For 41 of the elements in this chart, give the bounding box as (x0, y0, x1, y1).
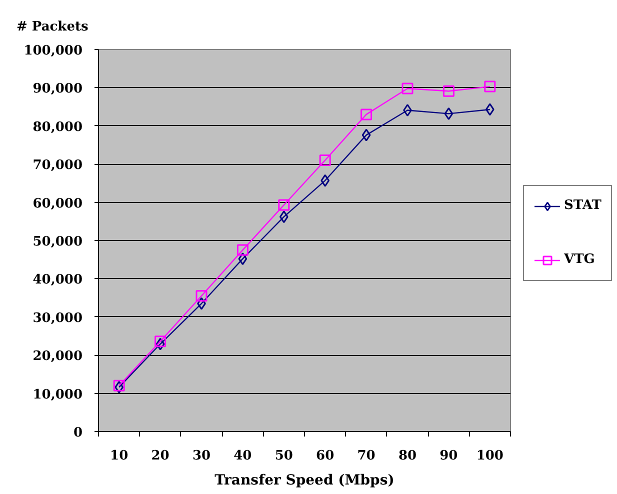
y-axis-title: # Packets (16, 20, 88, 34)
point (154, 336, 166, 348)
y-tick-label: 30,000 (32, 310, 83, 326)
point (278, 199, 290, 211)
x-tick-label: 10 (110, 448, 128, 464)
point (156, 338, 165, 350)
point (442, 85, 454, 97)
y-tick-label: 80,000 (32, 120, 83, 135)
y-tick-label: 20,000 (32, 349, 83, 364)
point (279, 210, 288, 224)
point (238, 252, 248, 266)
x-tick-label: 60 (316, 448, 334, 464)
y-tick-label: 10,000 (32, 387, 83, 402)
y-tick-label: 0 (73, 426, 82, 440)
legend-label: VTG (564, 251, 595, 269)
legend-label: STAT (564, 197, 602, 215)
y-tick-label: 100,000 (24, 44, 83, 58)
y-tick-label: 40,000 (32, 272, 83, 288)
point (196, 290, 208, 302)
x-tick-label: 50 (274, 448, 293, 464)
point (484, 80, 496, 92)
point (402, 82, 414, 94)
point (362, 128, 371, 142)
x-tick-label: 90 (440, 448, 458, 464)
x-tick-label: 40 (234, 448, 252, 464)
y-tick-label: 90,000 (32, 82, 83, 97)
point (360, 108, 372, 120)
point (444, 107, 454, 120)
point (319, 154, 331, 166)
point (236, 244, 248, 256)
y-tick-label: 60,000 (32, 196, 83, 212)
y-tick-label: 70,000 (32, 158, 83, 174)
point (320, 174, 330, 187)
x-tick-label: 20 (151, 448, 170, 464)
x-tick-label: 70 (357, 448, 376, 464)
point (485, 103, 494, 116)
x-tick-label: 80 (398, 448, 417, 464)
y-tick-label: 50,000 (32, 234, 83, 250)
x-tick-label: 30 (192, 448, 211, 464)
x-tick-label: 100 (476, 448, 504, 464)
x-axis-title: Transfer Speed (Mbps) (214, 472, 394, 488)
